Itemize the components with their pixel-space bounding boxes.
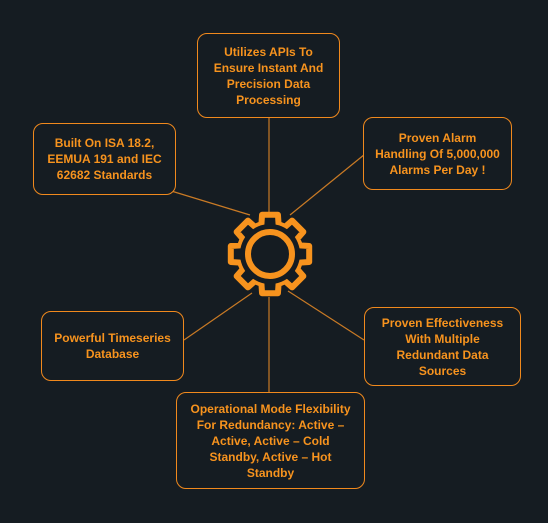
connector-timeseries: [183, 292, 253, 341]
feature-redundancy-modes: Operational Mode Flexibility For Redunda…: [176, 392, 365, 489]
feature-alarm-handling: Proven Alarm Handling Of 5,000,000 Alarm…: [363, 117, 512, 190]
connector-effectiveness: [287, 290, 365, 341]
feature-apis: Utilizes APIs To Ensure Instant And Prec…: [197, 33, 340, 118]
feature-standards: Built On ISA 18.2, EEMUA 191 and IEC 626…: [33, 123, 176, 195]
feature-effectiveness: Proven Effectiveness With Multiple Redun…: [364, 307, 521, 386]
connector-isa: [167, 189, 251, 216]
gear-icon: [227, 211, 313, 297]
connector-alarm: [289, 149, 371, 216]
feature-timeseries-database: Powerful Timeseries Database: [41, 311, 184, 381]
